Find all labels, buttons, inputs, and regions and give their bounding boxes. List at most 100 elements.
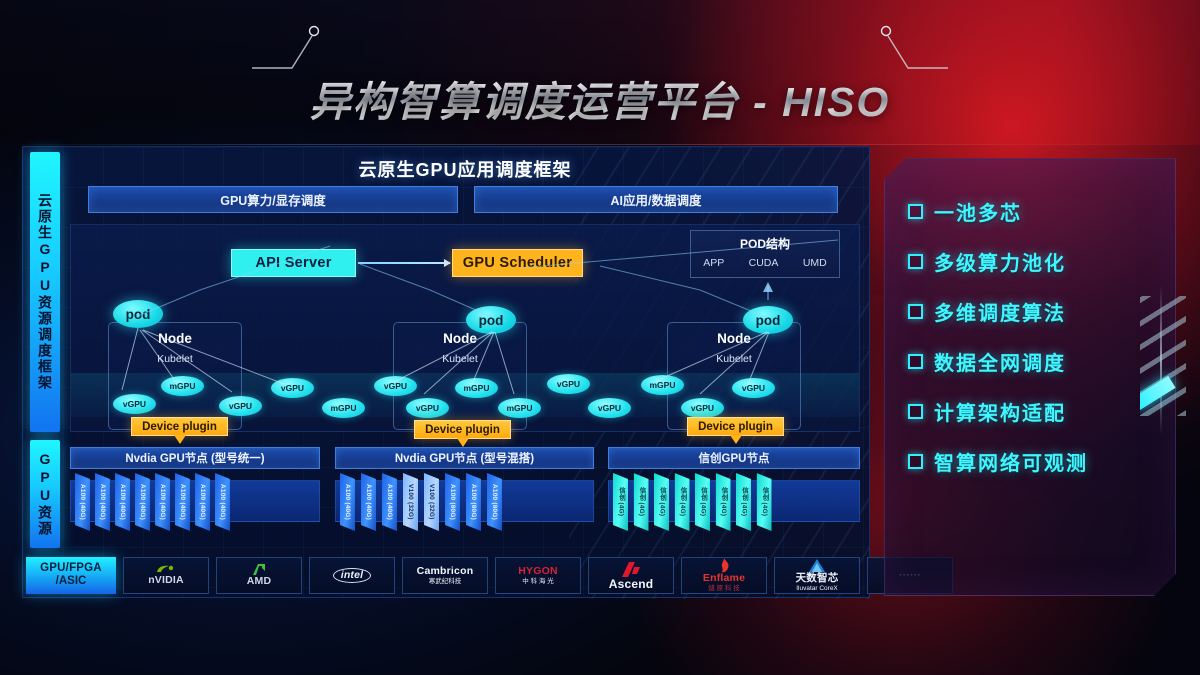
vendor-logo-5[interactable]: HYGON 中 科 海 光	[495, 557, 581, 594]
checkbox-icon[interactable]	[908, 403, 923, 419]
gpu-node-bar[interactable]: 信创GPU节点	[608, 447, 860, 469]
gpu-card[interactable]: V100 (32G)	[403, 473, 418, 531]
api-server-node[interactable]: API Server	[231, 249, 356, 277]
gpu-card[interactable]: A100 (40G)	[95, 473, 110, 531]
gpu-card[interactable]: 信创 (4G)	[736, 473, 751, 531]
feature-item[interactable]: 多维调度算法	[908, 286, 1158, 336]
iluvatar-logo	[807, 558, 827, 573]
vendor-subtitle: 燧 原 科 技	[708, 585, 740, 593]
gpu-card[interactable]: 信创 (4G)	[716, 473, 731, 531]
vendor-name: Cambricon	[416, 564, 474, 577]
api-to-scheduler-arrow	[358, 259, 451, 267]
gpu-node-bar[interactable]: Nvdia GPU节点 (型号混搭)	[335, 447, 594, 469]
gpu-tray	[335, 480, 594, 522]
checkbox-icon[interactable]	[908, 253, 923, 269]
node-title: Node	[443, 331, 477, 346]
feature-label: 多维调度算法	[934, 302, 1066, 325]
mgpu-bubble[interactable]: mGPU	[322, 398, 365, 418]
checkbox-icon[interactable]	[908, 453, 923, 469]
gpu-card[interactable]: 信创 (4G)	[634, 473, 649, 531]
pod-bubble[interactable]: pod	[113, 300, 163, 328]
gpu-card[interactable]: A100 (80G)	[466, 473, 481, 531]
feature-item[interactable]: 一池多芯	[908, 186, 1158, 236]
vendor-logo-6[interactable]: Ascend	[588, 557, 674, 594]
pod-item-app: APP	[703, 257, 725, 269]
mgpu-bubble[interactable]: mGPU	[641, 375, 684, 395]
gpu-card[interactable]: 信创 (4G)	[757, 473, 772, 531]
gpu-card[interactable]: A100 (40G)	[175, 473, 190, 531]
sidebar-label-framework: 云原生GPU资源调度框架	[30, 152, 60, 432]
vendor-subtitle: 寒武纪科技	[428, 577, 462, 585]
vendor-logo-8[interactable]: 天数智芯 Iluvatar CoreX	[774, 557, 860, 594]
framework-pill-compute[interactable]: GPU算力/显存调度	[88, 186, 458, 213]
checkbox-icon[interactable]	[908, 203, 923, 219]
gpu-card[interactable]: A100 (40G)	[115, 473, 130, 531]
gpu-card[interactable]: 信创 (4G)	[613, 473, 628, 531]
framework-pill-ai[interactable]: AI应用/数据调度	[474, 186, 838, 213]
device-plugin-badge[interactable]: Device plugin	[414, 420, 511, 447]
gpu-card[interactable]: A100 (40G)	[382, 473, 397, 531]
node-kubelet-label: Kubelet	[716, 353, 752, 365]
gpu-card[interactable]: A100 (40G)	[135, 473, 150, 531]
vgpu-bubble[interactable]: vGPU	[219, 396, 262, 416]
vendor-logo-4[interactable]: Cambricon 寒武纪科技	[402, 557, 488, 594]
page-title: 异构智算调度运营平台 - HISO	[310, 68, 891, 128]
vendor-logo-1[interactable]: nVIDIA	[123, 557, 209, 594]
checkbox-icon[interactable]	[908, 353, 923, 369]
vendor-logo-2[interactable]: AMD	[216, 557, 302, 594]
mgpu-bubble[interactable]: mGPU	[498, 398, 541, 418]
gpu-card[interactable]: A100 (40G)	[361, 473, 376, 531]
vgpu-bubble[interactable]: vGPU	[547, 374, 590, 394]
feature-item[interactable]: 数据全网调度	[908, 336, 1158, 386]
gpu-card[interactable]: 信创 (4G)	[695, 473, 710, 531]
vendor-name: HYGON	[518, 564, 558, 577]
vgpu-bubble[interactable]: vGPU	[271, 378, 314, 398]
vgpu-bubble[interactable]: vGPU	[406, 398, 449, 418]
gpu-card[interactable]: 信创 (4G)	[675, 473, 690, 531]
gpu-card[interactable]: A100 (40G)	[195, 473, 210, 531]
gpu-card[interactable]: A100 (80G)	[487, 473, 502, 531]
feature-item[interactable]: 智算网络可观测	[908, 436, 1158, 486]
pod-structure-box: POD结构 APP CUDA UMD	[690, 230, 840, 278]
gpu-node-bar[interactable]: Nvdia GPU节点 (型号统一)	[70, 447, 320, 469]
feature-item[interactable]: 多级算力池化	[908, 236, 1158, 286]
header-divider	[0, 144, 1200, 145]
vendor-subtitle: /ASIC	[55, 575, 87, 588]
vendor-name: Ascend	[608, 576, 654, 591]
framework-heading: 云原生GPU应用调度框架	[358, 160, 572, 180]
gpu-card[interactable]: A100 (40G)	[75, 473, 90, 531]
vendor-subtitle: 中 科 海 光	[522, 577, 554, 585]
gpu-card[interactable]: 信创 (4G)	[654, 473, 669, 531]
checkbox-icon[interactable]	[908, 303, 923, 319]
amd-logo	[252, 563, 266, 576]
vendor-logo-category[interactable]: GPU/FPGA/ASIC	[26, 557, 116, 594]
vendor-logo-7[interactable]: Enflame 燧 原 科 技	[681, 557, 767, 594]
pod-item-umd: UMD	[802, 257, 827, 269]
vendor-logo-3[interactable]: intel	[309, 557, 395, 594]
vendor-name: 天数智芯	[795, 572, 839, 585]
gpu-card[interactable]: A100 (40G)	[340, 473, 355, 531]
gpu-card[interactable]: A100 (80G)	[445, 473, 460, 531]
nvidia-logo	[155, 564, 177, 575]
vgpu-bubble[interactable]: vGPU	[732, 378, 775, 398]
vgpu-bubble[interactable]: vGPU	[588, 398, 631, 418]
device-plugin-badge[interactable]: Device plugin	[687, 417, 784, 444]
gpu-scheduler-node[interactable]: GPU Scheduler	[452, 249, 583, 277]
device-plugin-badge[interactable]: Device plugin	[131, 417, 228, 444]
vendor-logo-strip: GPU/FPGA/ASIC nVIDIA AMD intel Cambricon 寒武纪科…	[26, 557, 953, 594]
gpu-card[interactable]: A100 (40G)	[155, 473, 170, 531]
pod-item-cuda: CUDA	[748, 257, 779, 269]
vendor-name: AMD	[246, 575, 272, 588]
vendor-name: Enflame	[702, 572, 746, 585]
feature-list: 一池多芯 多级算力池化多维调度算法数据全网调度 计算架构适配 智算网络可观测	[908, 186, 1158, 486]
mgpu-bubble[interactable]: mGPU	[161, 376, 204, 396]
feature-item[interactable]: 计算架构适配	[908, 386, 1158, 436]
gpu-card[interactable]: A100 (40G)	[215, 473, 230, 531]
pod-bubble[interactable]: pod	[466, 306, 516, 334]
mgpu-bubble[interactable]: mGPU	[455, 378, 498, 398]
vgpu-bubble[interactable]: vGPU	[113, 394, 156, 414]
vgpu-bubble[interactable]: vGPU	[374, 376, 417, 396]
vgpu-bubble[interactable]: vGPU	[681, 398, 724, 418]
pod-bubble[interactable]: pod	[743, 306, 793, 334]
gpu-card[interactable]: V100 (32G)	[424, 473, 439, 531]
